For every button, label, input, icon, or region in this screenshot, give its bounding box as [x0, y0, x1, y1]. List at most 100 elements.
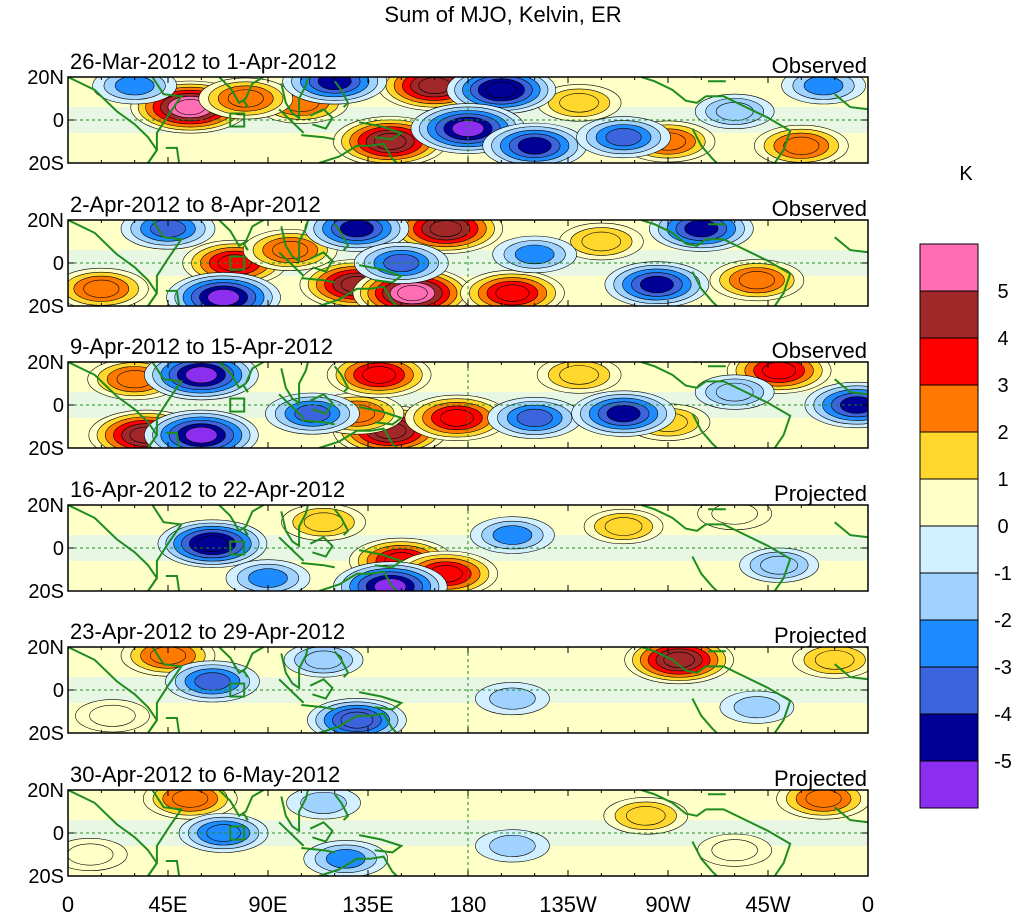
coastline — [242, 385, 249, 393]
coastline — [318, 712, 398, 733]
coastline — [691, 128, 718, 163]
anomaly-feature — [475, 829, 550, 863]
y-tick-label: 0 — [53, 110, 64, 132]
x-tick-label: 135E — [342, 892, 393, 917]
coastline — [280, 220, 309, 263]
contour-level — [760, 555, 798, 575]
contour-level — [805, 790, 842, 808]
coastline — [301, 847, 335, 854]
anomaly-feature — [286, 790, 361, 820]
contour-level — [762, 362, 797, 380]
contour-level — [172, 790, 209, 808]
coastline — [309, 251, 334, 273]
contour-level — [272, 241, 309, 260]
anomaly-feature — [307, 698, 407, 733]
coastline — [218, 790, 265, 818]
coastline — [333, 365, 350, 393]
coastline — [640, 77, 707, 104]
panel-6: 20N 0 20S 30-Apr-2012 to 6-May-2012 Projecte… — [27, 762, 869, 888]
coastlines — [68, 790, 868, 876]
contour-level — [738, 271, 775, 290]
colorbar-tick-label: -5 — [994, 751, 1012, 773]
coastline — [358, 406, 404, 426]
coastline — [147, 77, 184, 163]
coastlines — [68, 220, 868, 306]
anomaly-feature — [697, 833, 772, 867]
coastline — [640, 505, 707, 532]
panel-1: 20N 0 20S 26-Mar-2012 to 1-Apr-2012 Observed — [27, 49, 869, 175]
contour-level — [68, 843, 114, 866]
anomaly-feature — [482, 122, 587, 163]
coastline — [834, 93, 868, 111]
coastline — [834, 521, 868, 539]
panel-kind: Observed — [772, 196, 867, 221]
contour-level — [362, 366, 397, 384]
coastline — [333, 650, 350, 678]
contour-level — [783, 136, 820, 155]
coastline — [280, 790, 309, 833]
y-tick-label: 20S — [28, 723, 64, 745]
panel-kind: Projected — [774, 623, 867, 648]
panel-kind: Observed — [772, 53, 867, 78]
x-tick-label: 180 — [450, 892, 487, 917]
contour-level — [489, 834, 536, 857]
coastline — [834, 663, 868, 681]
contour-level — [451, 120, 485, 137]
anomaly-feature — [144, 409, 259, 448]
anomaly-feature — [165, 660, 260, 703]
contour-level — [196, 535, 229, 552]
coastline — [280, 362, 309, 405]
coastline — [640, 790, 707, 817]
panel-5: 20N 0 20S 23-Apr-2012 to 29-Apr-2012 Project… — [27, 619, 869, 745]
anomaly-feature — [781, 77, 866, 105]
anomaly-feature — [719, 690, 795, 724]
anomaly-feature — [75, 699, 150, 733]
contour-level — [604, 517, 643, 536]
x-tick-label: 90W — [645, 892, 690, 917]
y-tick-label: 20N — [27, 210, 64, 232]
coastline — [834, 378, 868, 396]
anomaly-feature — [460, 270, 565, 306]
colorbar-unit: K — [959, 163, 973, 185]
coastline — [242, 528, 249, 536]
contour-level — [439, 409, 474, 427]
coastline — [309, 678, 334, 700]
coastline — [309, 821, 334, 843]
coastline — [691, 271, 718, 306]
coastlines — [68, 505, 868, 591]
y-tick-label: 20N — [27, 495, 64, 517]
contour-level — [605, 128, 642, 147]
coastlines — [68, 362, 868, 448]
coastline — [280, 647, 309, 690]
coastline — [242, 670, 249, 678]
contour-level — [383, 253, 420, 273]
anomaly-feature — [282, 77, 387, 105]
contour-level — [517, 137, 552, 155]
panel-kind: Projected — [774, 481, 867, 506]
y-tick-label: 0 — [53, 823, 64, 845]
panels: 20N 0 20S 26-Mar-2012 to 1-Apr-2012 Observed… — [27, 49, 869, 888]
coastline — [301, 704, 335, 711]
panel-kind: Projected — [774, 766, 867, 791]
anomaly-feature — [624, 647, 734, 685]
coastline — [218, 220, 265, 248]
coastline — [318, 285, 398, 306]
coastline — [318, 142, 398, 163]
anomaly-feature — [487, 396, 582, 439]
panel-3: 20N 0 20S 9-Apr-2012 to 15-Apr-2012 Observed — [27, 334, 869, 460]
anomaly-feature — [739, 547, 819, 583]
coastline — [358, 834, 404, 854]
colorbar-swatch — [919, 713, 979, 762]
panel-period: 16-Apr-2012 to 22-Apr-2012 — [70, 477, 345, 502]
coastline — [333, 80, 350, 108]
coastline — [309, 393, 334, 415]
coastline — [705, 95, 792, 163]
contour-level — [803, 77, 844, 96]
coastline — [358, 264, 404, 284]
colorbar-tick-label: -1 — [994, 563, 1012, 585]
coastline — [218, 505, 265, 533]
anomaly-feature — [225, 559, 311, 591]
contour-level — [317, 77, 352, 90]
coastline — [333, 223, 350, 251]
contour-level — [606, 404, 641, 423]
